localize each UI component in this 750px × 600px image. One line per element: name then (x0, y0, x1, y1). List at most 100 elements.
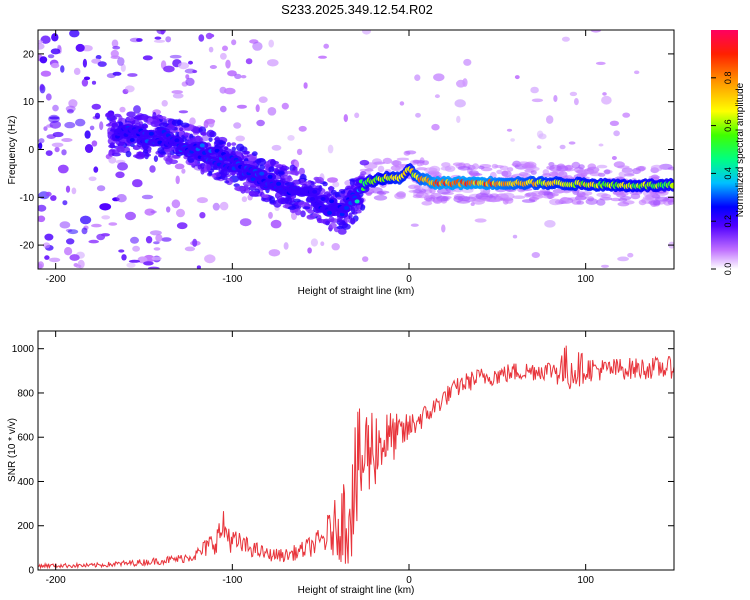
spectrogram-cell (378, 192, 387, 196)
spectrogram-cell (611, 156, 617, 160)
spectrogram-cell (454, 99, 466, 108)
spectrogram-cell (359, 204, 366, 211)
spectrogram-cell (531, 252, 540, 258)
spectrogram-cell (133, 105, 141, 114)
spectrogram-cell (556, 165, 569, 172)
spectrogram-cell (143, 261, 154, 266)
spectrogram-cell (430, 172, 442, 177)
spectrogram-cell (45, 191, 52, 197)
spectrogram-cell (117, 162, 128, 171)
spectrogram-cell (39, 83, 45, 91)
spectrogram-cell (73, 67, 81, 75)
spectrogram-cell (252, 41, 263, 51)
spectrogram-cell (634, 70, 640, 75)
spectrogram-cell (88, 176, 97, 182)
spectrogram-cell (236, 104, 247, 109)
spectrogram-cell (362, 30, 371, 35)
spectrogram-cell (600, 193, 612, 199)
snr-plot-area (38, 331, 674, 570)
spectrogram-cell (554, 170, 565, 176)
spectrogram-cell (185, 77, 195, 86)
spectrogram-cell (128, 259, 141, 263)
spectrogram-cell (589, 172, 603, 177)
spectrogram-cell (268, 249, 281, 257)
spectrogram-cell (166, 124, 175, 131)
spectrogram-cell (57, 164, 69, 174)
spectrogram-x-axis-label: Height of straight line (km) (298, 286, 415, 297)
spectrogram-cell (542, 173, 552, 178)
spectrogram-cell (578, 164, 585, 170)
spectrogram-cell (126, 111, 136, 118)
spectrogram-cell (302, 206, 311, 210)
spectrogram-cell (421, 201, 433, 206)
spectrogram-cell (132, 245, 141, 252)
spectrogram-cell (175, 131, 180, 137)
spectrogram-cell (38, 142, 43, 150)
spectrogram-cell (472, 163, 479, 170)
spectrogram-cell (561, 36, 570, 42)
spectrogram-cell (118, 249, 125, 253)
spectrogram-cell (159, 122, 169, 128)
spectrogram-cell (38, 43, 45, 50)
spectrogram-cell (536, 145, 542, 150)
spectrogram-cell (653, 200, 661, 206)
spectrogram-cell (494, 165, 504, 168)
spectrogram-ridge-core (329, 199, 335, 204)
spectrogram-cell (303, 82, 308, 89)
spectrogram-cell (118, 115, 123, 122)
spectrogram-cell (284, 196, 293, 205)
spectrogram-cell (530, 190, 545, 197)
spectrogram-cell (196, 197, 208, 204)
spectrogram-cell (408, 189, 420, 193)
spectrogram-cell (171, 90, 183, 94)
spectrogram-cell (318, 55, 327, 59)
spectrogram-cell (116, 146, 125, 153)
spectrogram-cell (52, 104, 59, 112)
spectrogram-cell (258, 96, 268, 103)
spectrogram-cell (38, 204, 47, 212)
spectrogram-cell (514, 75, 520, 80)
spectrogram-ridge-core (669, 182, 674, 189)
spectrogram-cell (201, 134, 210, 142)
snr-x-tick-label: -200 (46, 575, 66, 586)
spectrogram-cell (635, 166, 646, 172)
spectrogram-cell (52, 131, 64, 138)
spectrogram-cell (99, 121, 104, 131)
spectrogram-cell (175, 175, 180, 185)
spectrogram-cell (585, 198, 598, 205)
spectrogram-cell (38, 215, 46, 223)
spectrogram-cell (149, 165, 156, 173)
spectrogram-cell (38, 40, 44, 44)
spectrogram-cell (163, 65, 175, 73)
spectrogram-cell (40, 70, 52, 77)
spectrogram-cell (39, 56, 48, 64)
spectrogram-cell (171, 199, 181, 209)
spectrogram-y-tick-label: 0 (28, 145, 34, 156)
colorbar-tick-label: 0.8 (723, 72, 733, 85)
spectrogram-cell (396, 157, 410, 161)
spectrogram-cell (91, 80, 97, 85)
spectrogram-cell (110, 126, 116, 132)
snr-y-tick-label: 400 (17, 477, 34, 488)
spectrogram-cell (247, 155, 257, 162)
spectrogram-cell (327, 177, 338, 183)
spectrogram-cell (351, 211, 358, 215)
spectrogram-cell (279, 165, 290, 171)
spectrogram-cell (413, 159, 425, 164)
spectrogram-cell (99, 203, 112, 211)
spectrogram-cell (197, 164, 202, 170)
spectrogram-cell (292, 179, 302, 185)
spectrogram-cell (248, 191, 259, 197)
spectrogram-cell (181, 168, 186, 174)
spectrogram-cell (360, 171, 367, 176)
spectrogram-cell (119, 106, 126, 113)
spectrogram-cell (81, 78, 89, 87)
spectrogram-cell (38, 261, 44, 269)
spectrogram-cell (196, 265, 201, 269)
spectrogram-y-tick-label: 20 (23, 49, 35, 60)
spectrogram-cell (553, 95, 558, 102)
spectrogram-cell (71, 187, 77, 195)
snr-y-ticks: 0 200 400 600 800 1000 (12, 344, 674, 577)
spectrogram-x-tick-label: -200 (46, 274, 66, 285)
spectrogram-cell (81, 227, 88, 235)
